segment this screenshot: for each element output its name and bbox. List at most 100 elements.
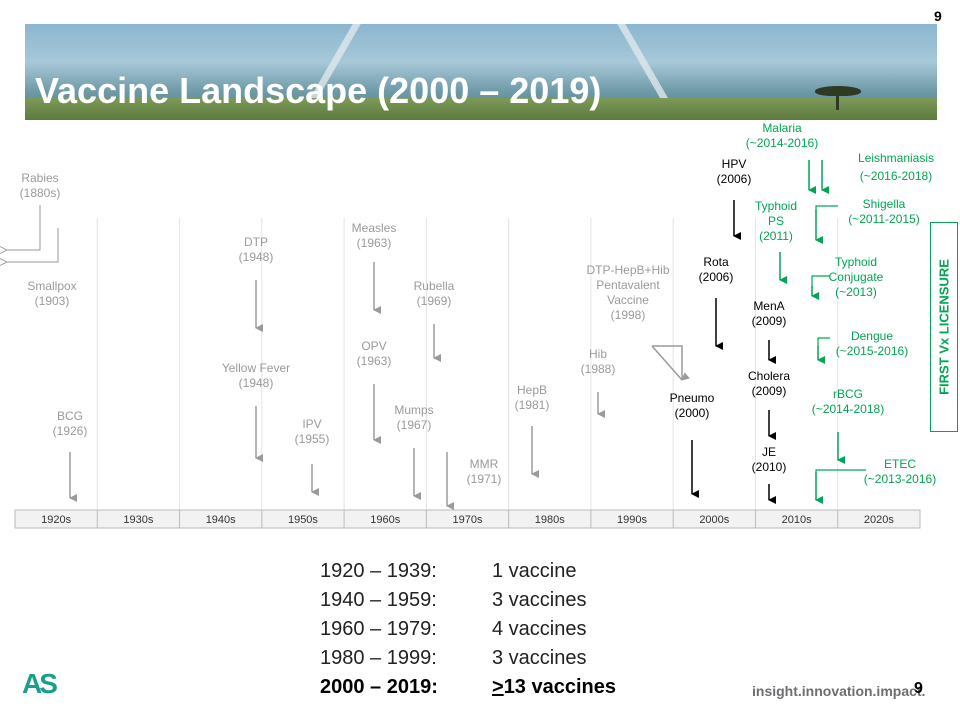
vaccine-label: JE(2010): [752, 445, 787, 474]
decade-label: 1990s: [617, 514, 647, 526]
vaccine-label: Rubella(1969): [414, 279, 455, 308]
vaccine-labels: Rabies(1880s)Smallpox(1903)BCG(1926)DTP(…: [20, 121, 937, 486]
decade-label: 2000s: [699, 514, 729, 526]
vaccine-date: (1926): [53, 424, 88, 438]
decade-label: 1960s: [370, 514, 400, 526]
slide-title: Vaccine Landscape (2000 – 2019): [35, 70, 602, 111]
vaccine-date: (2009): [752, 314, 787, 328]
vaccine-name: Mumps: [394, 403, 433, 417]
vaccine-name: Rota: [703, 255, 729, 269]
vaccine-date: (2006): [717, 172, 752, 186]
vaccine-label: Hib(1988): [581, 347, 616, 376]
typhoid-conjugate-connector: [811, 275, 830, 288]
vaccine-name: Typhoid: [755, 199, 797, 213]
vaccine-label: Mumps(1967): [394, 403, 433, 432]
vaccine-name: Rubella: [414, 279, 455, 293]
vaccine-name: Leishmaniasis: [858, 151, 934, 165]
vaccine-label: Smallpox(1903): [27, 279, 76, 308]
vaccine-label: Malaria(~2014-2016): [746, 121, 818, 150]
vaccine-name: MMR: [470, 457, 499, 471]
vaccine-name: Shigella: [863, 197, 906, 211]
vaccine-name: Pneumo: [670, 391, 715, 405]
vaccine-label: Measles(1963): [352, 221, 397, 250]
vaccine-label: Cholera(2009): [748, 369, 790, 398]
vaccine-arrow: [651, 345, 690, 381]
vaccine-date: (2010): [752, 460, 787, 474]
decade-label: 2020s: [864, 514, 894, 526]
vaccine-arrows: [6, 160, 866, 510]
vaccine-date: (1955): [295, 432, 330, 446]
vaccine-name: Yellow Fever: [222, 361, 290, 375]
summary-list: 1920 – 1939: 1 vaccine 1940 – 1959: 3 vacc…: [320, 560, 616, 705]
company-logo: AS: [22, 668, 58, 699]
vaccine-name: Conjugate: [829, 270, 884, 284]
vaccine-label: DTP(1948): [239, 235, 274, 264]
vaccine-date: (1963): [357, 236, 392, 250]
summary-row: 1940 – 1959: 3 vaccines: [320, 589, 587, 611]
smallpox-arrow: [6, 228, 59, 262]
vaccine-name: DTP-HepB+Hib: [586, 263, 669, 277]
page-number-top: 9: [934, 8, 942, 24]
vaccine-date: (~2011-2015): [848, 212, 920, 226]
vaccine-date: (1948): [239, 376, 274, 390]
vaccine-name: JE: [762, 445, 776, 459]
vaccine-name: ETEC: [884, 457, 916, 471]
vaccine-label: ETEC(~2013-2016): [864, 457, 936, 486]
vaccine-date: (~2014-2018): [812, 402, 884, 416]
rabies-arrow: [6, 205, 41, 250]
vaccine-date: (1998): [611, 308, 646, 322]
vaccine-label: HepB(1981): [515, 383, 550, 412]
vaccine-label: Dengue(~2015-2016): [836, 329, 908, 358]
vaccine-date: (1969): [417, 294, 452, 308]
vaccine-name: Malaria: [762, 121, 802, 135]
vaccine-label: OPV(1963): [357, 339, 392, 368]
vaccine-label: Leishmaniasis (~2016-2018): [858, 151, 934, 183]
dengue-connector: [817, 337, 830, 348]
vaccine-name: rBCG: [833, 387, 863, 401]
decade-label: 2010s: [782, 514, 812, 526]
vaccine-name: Dengue: [851, 329, 893, 343]
vaccine-name: Hib: [589, 347, 607, 361]
vaccine-label: Shigella(~2011-2015): [848, 197, 920, 226]
vaccine-name: PS: [768, 214, 784, 228]
header-banner-image: [25, 24, 937, 120]
summary-row: 1920 – 1939: 1 vaccine: [320, 560, 577, 582]
vaccine-date: (~2013): [835, 285, 877, 299]
vaccine-name: OPV: [361, 339, 386, 353]
decade-label: 1970s: [453, 514, 483, 526]
vaccine-date: (~2015-2016): [836, 344, 908, 358]
vaccine-date: (~2013-2016): [864, 472, 936, 486]
vaccine-name: Smallpox: [27, 279, 76, 293]
vaccine-name: HepB: [517, 383, 547, 397]
decade-label: 1980s: [535, 514, 565, 526]
etec-connector: [815, 469, 866, 474]
vaccine-date: (1880s): [20, 186, 61, 200]
vaccine-date: (1967): [397, 418, 432, 432]
decade-label: 1920s: [41, 514, 71, 526]
vaccine-name: Rabies: [21, 171, 58, 185]
vaccine-name: MenA: [753, 299, 784, 313]
vaccine-label: Pneumo(2000): [670, 391, 715, 420]
vaccine-date: (2006): [699, 270, 734, 284]
vaccine-date: (2009): [752, 384, 787, 398]
vaccine-name: Cholera: [748, 369, 790, 383]
summary-row: 1980 – 1999: 3 vaccines: [320, 647, 587, 669]
decade-grid-lines: [96, 218, 839, 510]
vaccine-date: (1988): [581, 362, 616, 376]
vaccine-date: (2000): [675, 406, 710, 420]
vaccine-name: Typhoid: [835, 255, 877, 269]
vaccine-date: (1963): [357, 354, 392, 368]
vaccine-name: Pentavalent: [596, 278, 660, 292]
vaccine-name: DTP: [244, 235, 268, 249]
summary-row: 1960 – 1979: 4 vaccines: [320, 618, 587, 640]
decade-axis: 1920s 1930s 1940s 1950s 1960s 1970s 1980s 1990s…: [14, 509, 921, 529]
vaccine-label: Rota(2006): [699, 255, 734, 284]
vaccine-date: (1981): [515, 398, 550, 412]
vaccine-date: (1971): [467, 472, 502, 486]
vaccine-name: HPV: [722, 157, 747, 171]
vaccine-label: Yellow Fever(1948): [222, 361, 290, 390]
vaccine-label: MenA(2009): [752, 299, 787, 328]
